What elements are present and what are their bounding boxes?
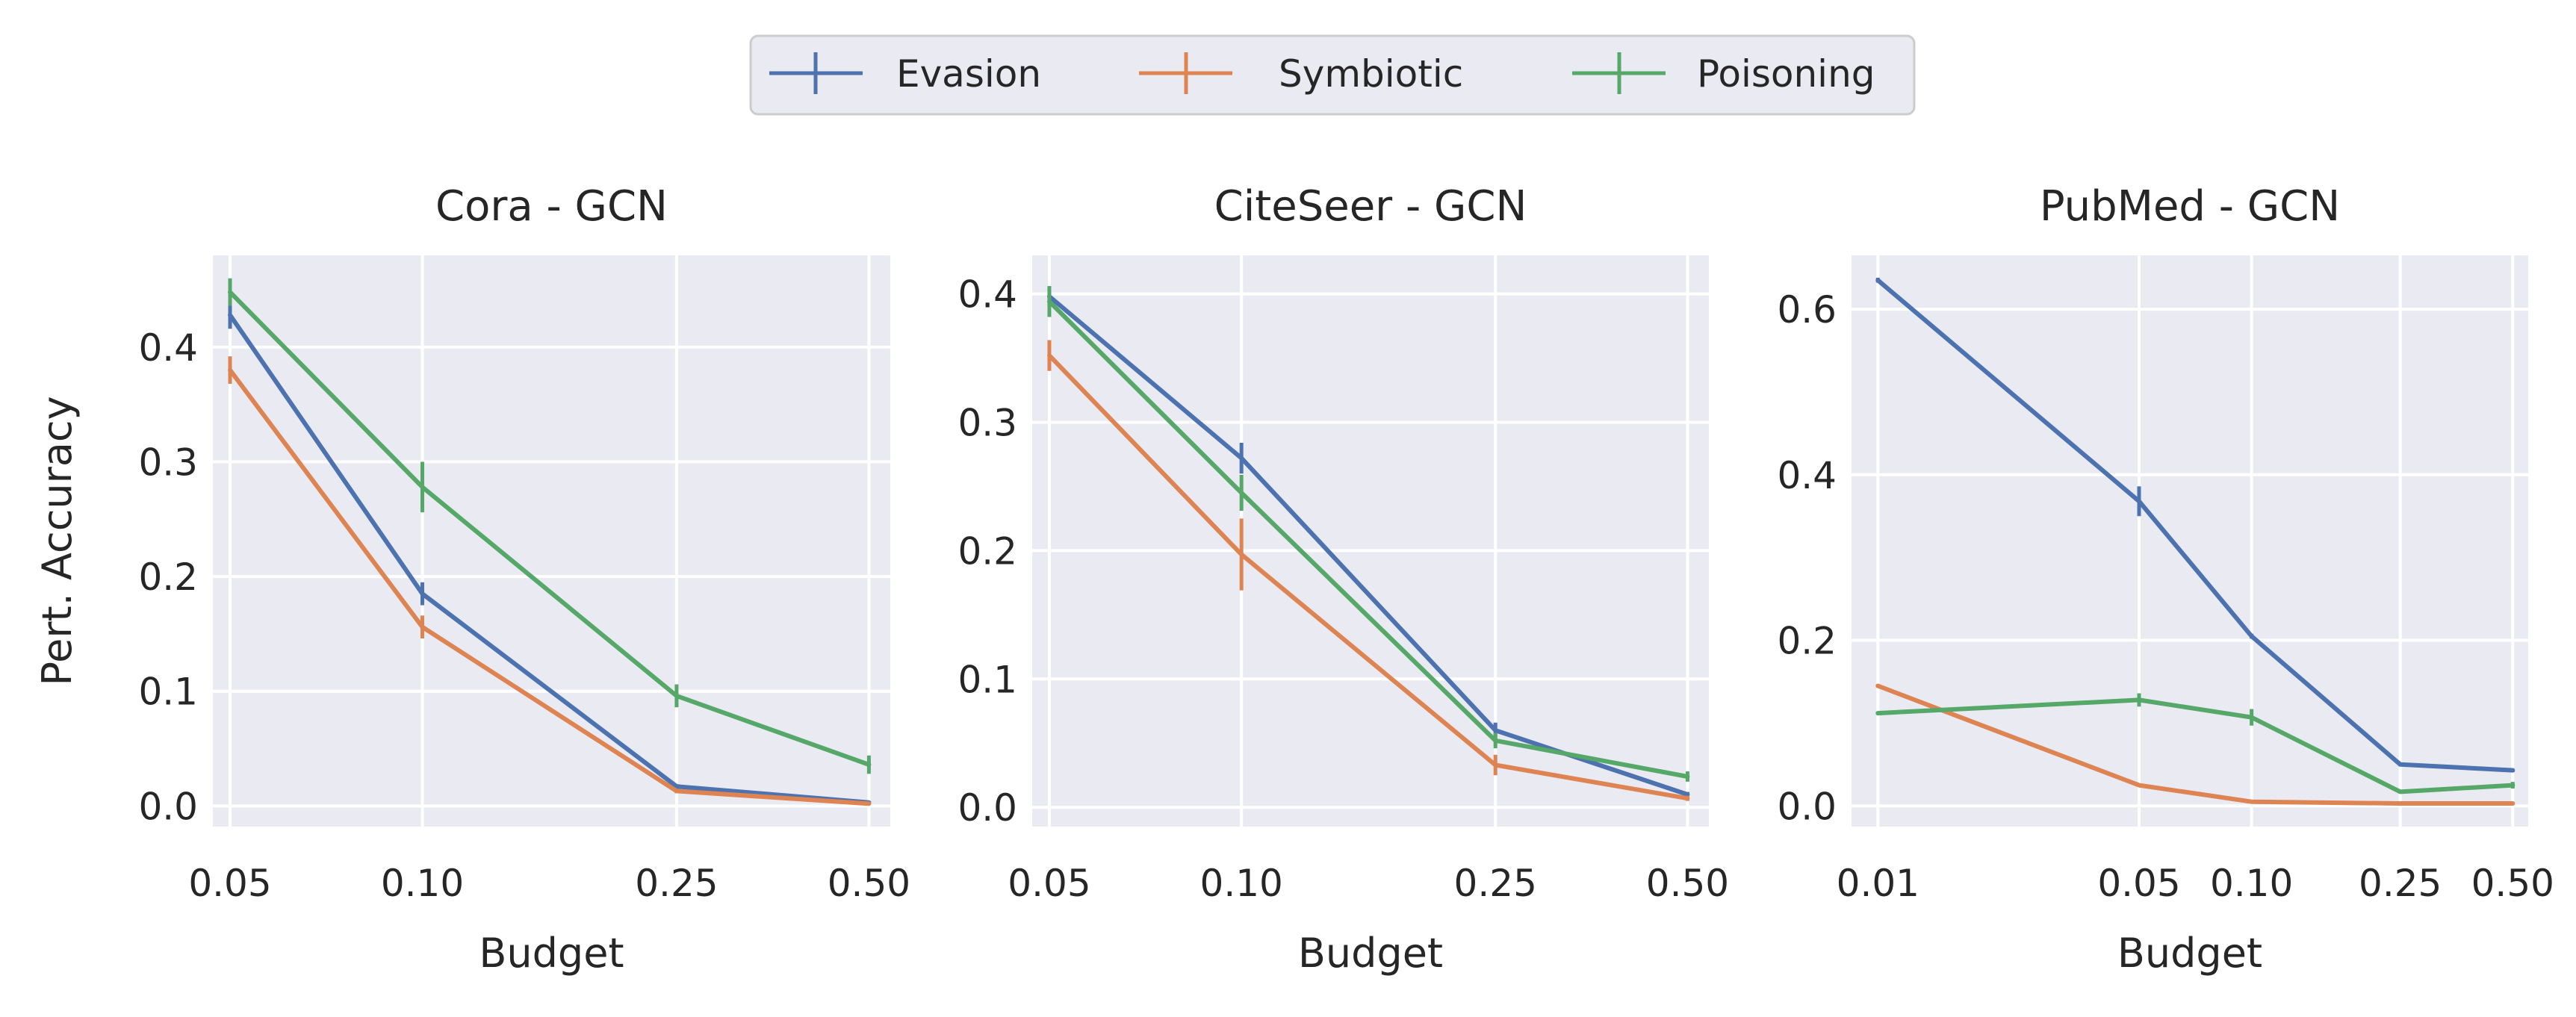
panel-title-cora: Cora - GCN bbox=[435, 182, 668, 231]
x-axis-title-cora: Budget bbox=[479, 930, 624, 977]
panel-citeseer: 0.05 0.10 0.25 0.50 0.0 0.1 0.2 0.3 0.4 CiteSee… bbox=[958, 182, 1729, 977]
x-tick-label: 0.50 bbox=[2471, 862, 2554, 905]
x-tick-label: 0.10 bbox=[1200, 862, 1283, 905]
panel-title-pubmed: PubMed - GCN bbox=[2040, 182, 2340, 231]
panel-title-citeseer: CiteSeer - GCN bbox=[1214, 182, 1527, 231]
panel-cora: 0.05 0.10 0.25 0.50 0.0 0.1 0.2 0.3 0.4 Cora - … bbox=[34, 182, 910, 977]
legend-label-evasion: Evasion bbox=[896, 52, 1041, 96]
x-tick-label: 0.10 bbox=[381, 862, 464, 905]
series-lines-citeseer bbox=[1047, 286, 1690, 801]
x-tick-label: 0.25 bbox=[2359, 862, 2442, 905]
y-tick-label: 0.3 bbox=[958, 401, 1017, 444]
x-tick-label: 0.01 bbox=[1837, 862, 1919, 905]
x-ticks-pubmed: 0.01 0.05 0.10 0.25 0.50 bbox=[1837, 862, 2554, 905]
series-lines-cora bbox=[228, 278, 872, 806]
x-ticks-cora: 0.05 0.10 0.25 0.50 bbox=[188, 862, 910, 905]
x-tick-label: 0.50 bbox=[1646, 862, 1729, 905]
legend: Evasion Symbiotic Poisoning bbox=[749, 34, 1916, 116]
y-ticks-cora: 0.0 0.1 0.2 0.3 0.4 bbox=[138, 326, 198, 828]
series-line-evasion bbox=[1047, 294, 1690, 797]
plot-area-citeseer bbox=[1032, 255, 1709, 827]
x-ticks-citeseer: 0.05 0.10 0.25 0.50 bbox=[1008, 862, 1729, 905]
y-tick-label: 0.2 bbox=[138, 556, 198, 599]
x-tick-label: 0.10 bbox=[2210, 862, 2293, 905]
series-line-poisoning bbox=[228, 290, 872, 767]
series-line-poisoning bbox=[1047, 299, 1690, 779]
x-axis-title-pubmed: Budget bbox=[2117, 930, 2262, 977]
legend-entry-evasion: Evasion bbox=[769, 52, 1041, 96]
y-ticks-citeseer: 0.0 0.1 0.2 0.3 0.4 bbox=[958, 273, 1017, 830]
y-tick-label: 0.0 bbox=[958, 786, 1017, 830]
x-tick-label: 0.05 bbox=[2097, 862, 2180, 905]
y-tick-label: 0.6 bbox=[1777, 288, 1837, 332]
x-tick-label: 0.50 bbox=[828, 862, 910, 905]
y-tick-label: 0.2 bbox=[1777, 620, 1837, 663]
series-line-evasion bbox=[228, 312, 872, 805]
legend-entry-symbiotic: Symbiotic bbox=[1139, 52, 1463, 96]
legend-entry-poisoning: Poisoning bbox=[1572, 52, 1875, 96]
series-line-symbiotic bbox=[1047, 353, 1690, 801]
legend-label-symbiotic: Symbiotic bbox=[1279, 52, 1463, 96]
y-tick-label: 0.4 bbox=[1777, 454, 1837, 497]
gridlines-pubmed bbox=[1852, 255, 2528, 827]
y-axis-title-cora: Pert. Accuracy bbox=[34, 396, 81, 685]
plot-area-cora bbox=[213, 255, 890, 827]
x-tick-label: 0.05 bbox=[188, 862, 271, 905]
x-tick-label: 0.25 bbox=[635, 862, 718, 905]
y-tick-label: 0.1 bbox=[138, 671, 198, 714]
series-line-symbiotic bbox=[228, 367, 872, 806]
panel-pubmed: 0.01 0.05 0.10 0.25 0.50 0.0 0.2 0.4 0.6 PubMed… bbox=[1777, 182, 2554, 977]
y-tick-label: 0.4 bbox=[138, 326, 198, 370]
y-tick-label: 0.3 bbox=[138, 441, 198, 485]
legend-frame bbox=[749, 34, 1916, 116]
x-tick-label: 0.05 bbox=[1008, 862, 1090, 905]
y-ticks-pubmed: 0.0 0.2 0.4 0.6 bbox=[1777, 288, 1837, 828]
x-tick-label: 0.25 bbox=[1454, 862, 1537, 905]
y-tick-label: 0.2 bbox=[958, 529, 1017, 573]
y-tick-label: 0.4 bbox=[958, 273, 1017, 317]
series-lines-pubmed bbox=[1875, 277, 2516, 806]
x-axis-title-citeseer: Budget bbox=[1298, 930, 1443, 977]
y-tick-label: 0.1 bbox=[958, 658, 1017, 701]
legend-label-poisoning: Poisoning bbox=[1697, 52, 1875, 96]
y-tick-label: 0.0 bbox=[138, 785, 198, 828]
y-tick-label: 0.0 bbox=[1777, 785, 1837, 828]
